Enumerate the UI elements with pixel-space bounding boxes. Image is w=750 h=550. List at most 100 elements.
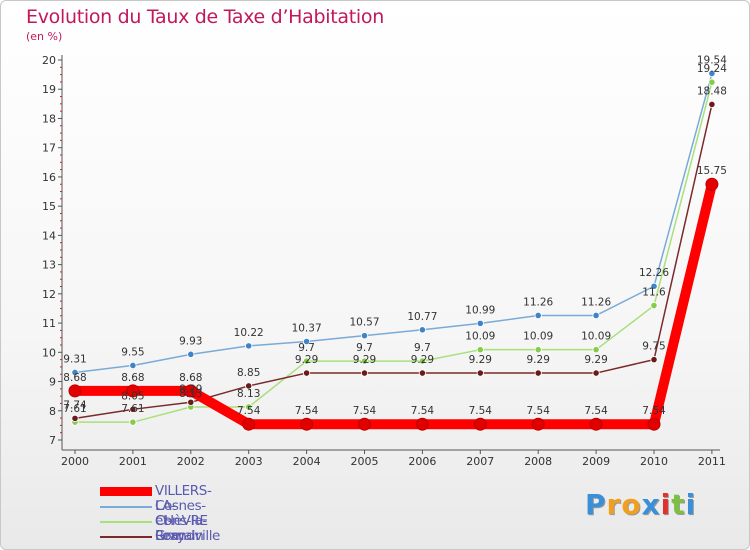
data-point bbox=[68, 384, 82, 398]
data-point bbox=[129, 405, 137, 413]
series-line bbox=[74, 81, 713, 423]
data-point bbox=[534, 346, 542, 354]
data-point bbox=[360, 332, 369, 340]
data-point bbox=[71, 368, 79, 377]
chart-data-labels: 8.68 8.68 8.68 7.54 7.54 7.54 7.54 7.54 7.54 7.54… bbox=[63, 54, 727, 417]
y-tick-label: 13 bbox=[42, 259, 56, 272]
series-line bbox=[74, 72, 713, 374]
data-point bbox=[126, 384, 140, 398]
data-label: 9.29 bbox=[411, 354, 434, 366]
x-tick-label: 2000 bbox=[61, 455, 89, 468]
data-label: 7.54 bbox=[237, 405, 261, 417]
data-point bbox=[71, 414, 79, 422]
data-point bbox=[531, 417, 545, 431]
y-tick-label: 11 bbox=[42, 317, 56, 330]
legend-label: Lexy bbox=[155, 528, 185, 544]
x-tick-label: 2007 bbox=[466, 455, 494, 468]
chart-title: Evolution du Taux de Taxe d’Habitation bbox=[26, 6, 384, 28]
data-label: 10.09 bbox=[465, 331, 495, 343]
data-point bbox=[534, 311, 542, 320]
y-tick-label: 14 bbox=[42, 229, 56, 242]
legend-label: Cons-la-Grandville bbox=[155, 513, 220, 544]
data-label: 9.93 bbox=[179, 335, 202, 347]
x-tick-label: 2004 bbox=[293, 455, 321, 468]
data-label: 8.68 bbox=[63, 372, 86, 384]
x-tick-label: 2009 bbox=[582, 455, 610, 468]
data-point bbox=[187, 398, 195, 406]
data-point bbox=[245, 403, 253, 411]
data-label: 9.29 bbox=[584, 354, 607, 366]
x-tick-label: 2010 bbox=[640, 455, 668, 468]
data-point bbox=[245, 382, 253, 390]
data-label: 8.68 bbox=[121, 372, 144, 384]
data-label: 10.57 bbox=[349, 317, 379, 329]
y-tick-label: 9 bbox=[49, 376, 56, 389]
data-point bbox=[418, 357, 426, 365]
data-label: 9.31 bbox=[63, 353, 86, 365]
data-label: 9.75 bbox=[642, 341, 665, 353]
data-label: 11.6 bbox=[642, 287, 666, 299]
data-label: 9.7 bbox=[414, 342, 431, 354]
data-label: 8.05 bbox=[121, 390, 144, 402]
data-point bbox=[360, 369, 369, 377]
data-label: 7.54 bbox=[411, 405, 435, 417]
data-point bbox=[360, 357, 369, 365]
data-point bbox=[418, 326, 426, 334]
y-tick-label: 19 bbox=[42, 83, 56, 96]
data-point bbox=[129, 418, 137, 426]
data-point bbox=[647, 417, 661, 431]
data-label: 10.09 bbox=[523, 331, 553, 343]
data-label: 11.26 bbox=[523, 296, 553, 308]
y-tick-label: 10 bbox=[42, 346, 56, 359]
y-tick-label: 17 bbox=[42, 142, 56, 155]
data-label: 12.26 bbox=[639, 267, 669, 279]
y-tick-label: 15 bbox=[42, 200, 56, 213]
data-point bbox=[708, 69, 716, 78]
y-tick-label: 7 bbox=[49, 434, 56, 447]
data-label: 7.54 bbox=[527, 405, 551, 417]
data-point bbox=[245, 342, 253, 350]
data-label: 9.55 bbox=[121, 346, 144, 358]
legend-swatch bbox=[100, 536, 152, 538]
data-label: 9.29 bbox=[295, 354, 318, 366]
data-point bbox=[473, 417, 487, 431]
y-tick-label: 8 bbox=[49, 405, 56, 418]
data-label: 19.24 bbox=[697, 63, 727, 75]
legend-label: Cosnes-et-Romain bbox=[155, 498, 206, 544]
data-label: 19.54 bbox=[697, 54, 727, 66]
data-label: 11.26 bbox=[581, 296, 611, 308]
legend-swatch bbox=[100, 521, 152, 523]
data-point bbox=[650, 301, 658, 310]
data-label: 9.7 bbox=[298, 342, 315, 354]
chart-series bbox=[68, 69, 719, 431]
data-label: 7.54 bbox=[295, 405, 319, 417]
data-label: 9.7 bbox=[356, 342, 373, 354]
data-point bbox=[534, 369, 542, 377]
data-label: 10.37 bbox=[292, 322, 322, 334]
data-label: 7.54 bbox=[353, 405, 377, 417]
data-point bbox=[302, 369, 311, 377]
data-label: 8.13 bbox=[237, 388, 260, 400]
data-label: 7.74 bbox=[63, 399, 87, 411]
data-point bbox=[589, 417, 603, 431]
series-line bbox=[70, 179, 717, 430]
data-point bbox=[300, 417, 314, 431]
proxiti-logo: Proxiti bbox=[585, 488, 697, 521]
data-label: 7.54 bbox=[642, 405, 666, 417]
x-tick-label: 2011 bbox=[698, 455, 726, 468]
x-tick-label: 2005 bbox=[351, 455, 379, 468]
data-label: 10.77 bbox=[407, 311, 437, 323]
series-line bbox=[74, 103, 713, 420]
data-point bbox=[242, 417, 256, 431]
data-label: 8.68 bbox=[179, 372, 202, 384]
y-tick-label: 20 bbox=[42, 54, 56, 67]
data-point bbox=[650, 282, 658, 290]
data-point bbox=[302, 357, 311, 365]
chart-unit-label: (en %) bbox=[26, 30, 63, 43]
data-label: 10.99 bbox=[465, 304, 495, 316]
data-point bbox=[418, 369, 426, 377]
data-point bbox=[592, 369, 600, 377]
data-label: 7.54 bbox=[469, 405, 493, 417]
data-point bbox=[592, 346, 600, 354]
